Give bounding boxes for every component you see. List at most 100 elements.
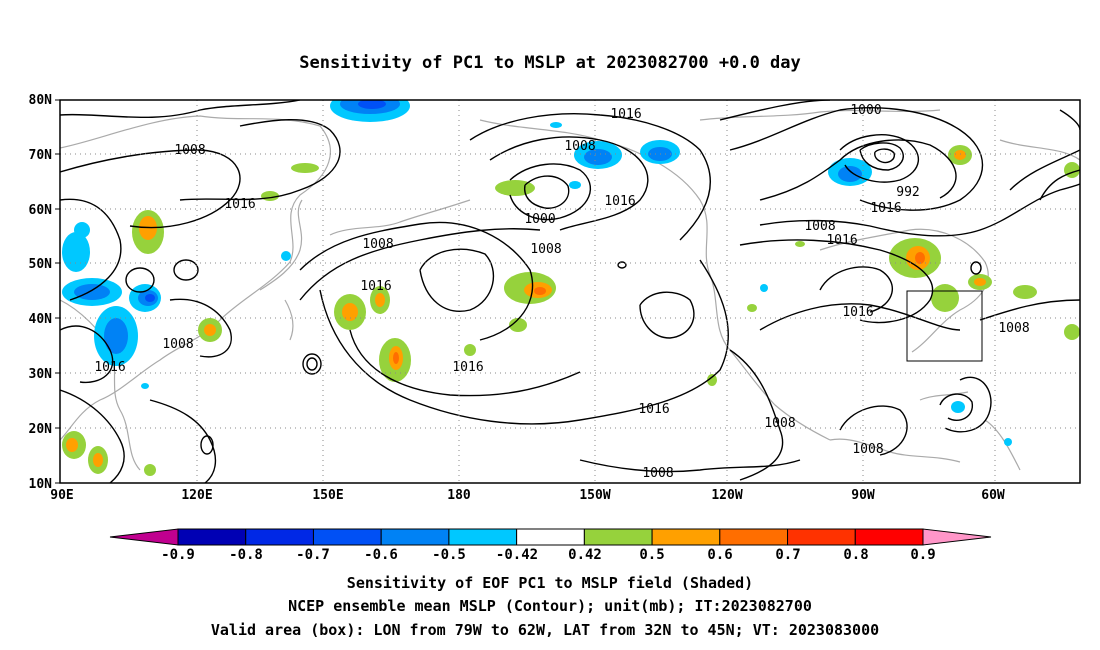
colorbar-label: -0.42: [496, 547, 538, 563]
contour-label: 1008: [564, 139, 595, 154]
colorbar-cell: [245, 528, 314, 546]
lat-axis: 80N 70N 60N 50N 40N 30N 20N 10N: [29, 93, 53, 492]
lon-tick-label: 60W: [981, 488, 1005, 503]
lon-tick-label: 90E: [50, 488, 73, 503]
colorbar-cell: [854, 528, 924, 546]
contour-label: 992: [896, 185, 919, 200]
contour-line: [579, 459, 801, 473]
contour-line: [306, 357, 318, 371]
lon-tick-label: 120W: [711, 488, 742, 503]
colorbar-end-low: [109, 528, 179, 546]
figure-title: Sensitivity of PC1 to MSLP at 2023082700…: [299, 53, 801, 73]
contour-line: [299, 221, 534, 341]
contour-line: [469, 113, 712, 241]
lat-tick-label: 40N: [29, 312, 53, 327]
lat-tick-label: 10N: [29, 477, 53, 492]
colorbar: -0.9 -0.8 -0.7 -0.6 -0.5 -0.42 0.42 0.5 …: [109, 528, 992, 563]
contour-label: 1016: [94, 360, 125, 375]
colorbar-label: 0.8: [843, 547, 868, 563]
coastlines: [60, 109, 1080, 471]
contour-label: 1008: [530, 242, 561, 257]
contour-label: 1016: [842, 305, 873, 320]
contour-line: [299, 228, 541, 301]
colorbar-cell: [177, 528, 247, 546]
lon-axis: 90E 120E 150E 180 150W 120W 90W 60W: [50, 488, 1005, 503]
contour-label: 1000: [524, 212, 555, 227]
lat-tick-label: 30N: [29, 367, 53, 382]
colorbar-cell: [583, 528, 653, 546]
contour-line: [169, 298, 232, 358]
contour-line: [125, 267, 155, 293]
caption-line-1: Sensitivity of EOF PC1 to MSLP field (Sh…: [347, 574, 753, 592]
colorbar-label: 0.42: [568, 547, 602, 563]
contour-line: [523, 175, 570, 209]
contour-line: [173, 259, 199, 281]
lat-tick-label: 50N: [29, 257, 53, 272]
contour-label: 1016: [360, 279, 391, 294]
contour-label: 1008: [642, 466, 673, 481]
contour-label: 1008: [998, 321, 1029, 336]
colorbar-label: -0.6: [364, 547, 398, 563]
contour-line: [509, 163, 591, 221]
contour-line: [939, 393, 973, 421]
contour-line: [759, 183, 1080, 237]
colorbar-cell: [448, 528, 518, 546]
shade-blob: [74, 100, 862, 354]
contour-line: [200, 435, 214, 455]
lon-tick-label: 120E: [181, 488, 212, 503]
valid-area-box: [906, 290, 983, 362]
colorbar-label: -0.8: [229, 547, 263, 563]
contour-label: 1008: [852, 442, 883, 457]
contour-line: [839, 134, 920, 183]
map-area: 1016 1008 1000 992 1016 1008 1008 1016 1…: [29, 93, 1081, 503]
contour-label: 1016: [638, 402, 669, 417]
lon-tick-label: 150E: [312, 488, 343, 503]
lon-tick-label: 90W: [851, 488, 875, 503]
contour-line: [1009, 149, 1080, 191]
contour-line: [179, 119, 341, 201]
lat-tick-label: 80N: [29, 93, 53, 108]
mslp-contours: [60, 100, 1080, 483]
gridlines: [60, 100, 1080, 483]
captions: Sensitivity of EOF PC1 to MSLP field (Sh…: [211, 574, 879, 639]
colorbar-label: 0.7: [775, 547, 800, 563]
contour-label: 1016: [224, 197, 255, 212]
contour-line: [729, 107, 984, 211]
contour-line: [729, 349, 784, 481]
contour-line: [60, 149, 241, 229]
contour-label: 1008: [804, 219, 835, 234]
colorbar-label: 0.5: [639, 547, 664, 563]
colorbar-cell: [719, 528, 789, 546]
colorbar-label: -0.5: [432, 547, 466, 563]
contour-line: [489, 136, 649, 231]
lon-tick-label: 180: [447, 488, 471, 503]
contour-label: 1016: [452, 360, 483, 375]
lat-tick-label: 60N: [29, 203, 53, 218]
contour-line: [979, 299, 1080, 321]
contour-line: [60, 100, 301, 119]
colorbar-cell: [516, 528, 585, 546]
contour-label: 1016: [610, 107, 641, 122]
colorbar-cell: [312, 528, 382, 546]
contour-line: [859, 142, 904, 171]
contour-line: [302, 353, 322, 375]
colorbar-label: -0.7: [296, 547, 330, 563]
contour-label: 1008: [174, 143, 205, 158]
colorbar-label: -0.9: [161, 547, 195, 563]
caption-line-2: NCEP ensemble mean MSLP (Contour); unit(…: [288, 597, 812, 615]
colorbar-cell: [787, 528, 856, 546]
contour-line: [970, 261, 982, 275]
contour-line: [639, 291, 695, 339]
contour-line: [60, 198, 122, 301]
contour-line: [839, 405, 908, 456]
shade-blob: [145, 100, 386, 302]
contour-line: [739, 239, 934, 324]
colorbar-cell: [651, 528, 721, 546]
contour-line: [944, 376, 992, 433]
shade-blob: [393, 252, 925, 364]
lat-tick-label: 20N: [29, 422, 53, 437]
contour-label: 1016: [826, 233, 857, 248]
colorbar-end-high: [922, 528, 992, 546]
contour-line: [759, 139, 957, 201]
